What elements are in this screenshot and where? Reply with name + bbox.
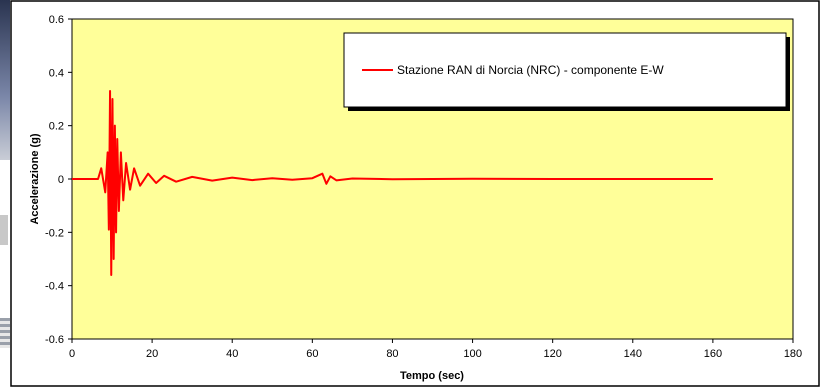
y-tick-label: -0.6 — [45, 334, 64, 346]
y-tick-label: -0.2 — [45, 227, 64, 239]
legend-box — [343, 32, 787, 108]
axes: 0 20 40 60 80 100 120 140 160 180 -0.6 -0.4 -0.2 0 0.2… — [45, 14, 802, 360]
legend-series-label: Stazione RAN di Norcia (NRC) - component… — [397, 63, 664, 77]
y-tick-label: 0 — [58, 174, 64, 186]
x-axis-title: Tempo (sec) — [400, 370, 464, 382]
x-tick-label: 120 — [543, 348, 561, 360]
background-fragment-mid — [0, 215, 8, 245]
y-tick-label: 0.4 — [49, 67, 64, 79]
x-tick-label: 80 — [386, 348, 398, 360]
legend: Stazione RAN di Norcia (NRC) - component… — [343, 32, 790, 111]
y-axis-title: Accelerazione (g) — [29, 133, 41, 224]
background-fragment-bottom — [0, 318, 10, 348]
x-tick-label: 40 — [226, 348, 238, 360]
series-line-0 — [72, 90, 713, 276]
y-tick-label: -0.4 — [45, 281, 64, 293]
x-tick-label: 160 — [704, 348, 722, 360]
x-tick-label: 180 — [784, 348, 802, 360]
x-tick-label: 20 — [146, 348, 158, 360]
x-tick-label: 60 — [306, 348, 318, 360]
x-tick-label: 0 — [69, 348, 75, 360]
x-tick-label: 140 — [624, 348, 642, 360]
background-fragment-top — [0, 0, 10, 160]
series-layer — [72, 90, 713, 276]
y-tick-label: 0.2 — [49, 121, 64, 133]
y-tick-label: 0.6 — [49, 14, 64, 26]
x-tick-label: 100 — [463, 348, 481, 360]
